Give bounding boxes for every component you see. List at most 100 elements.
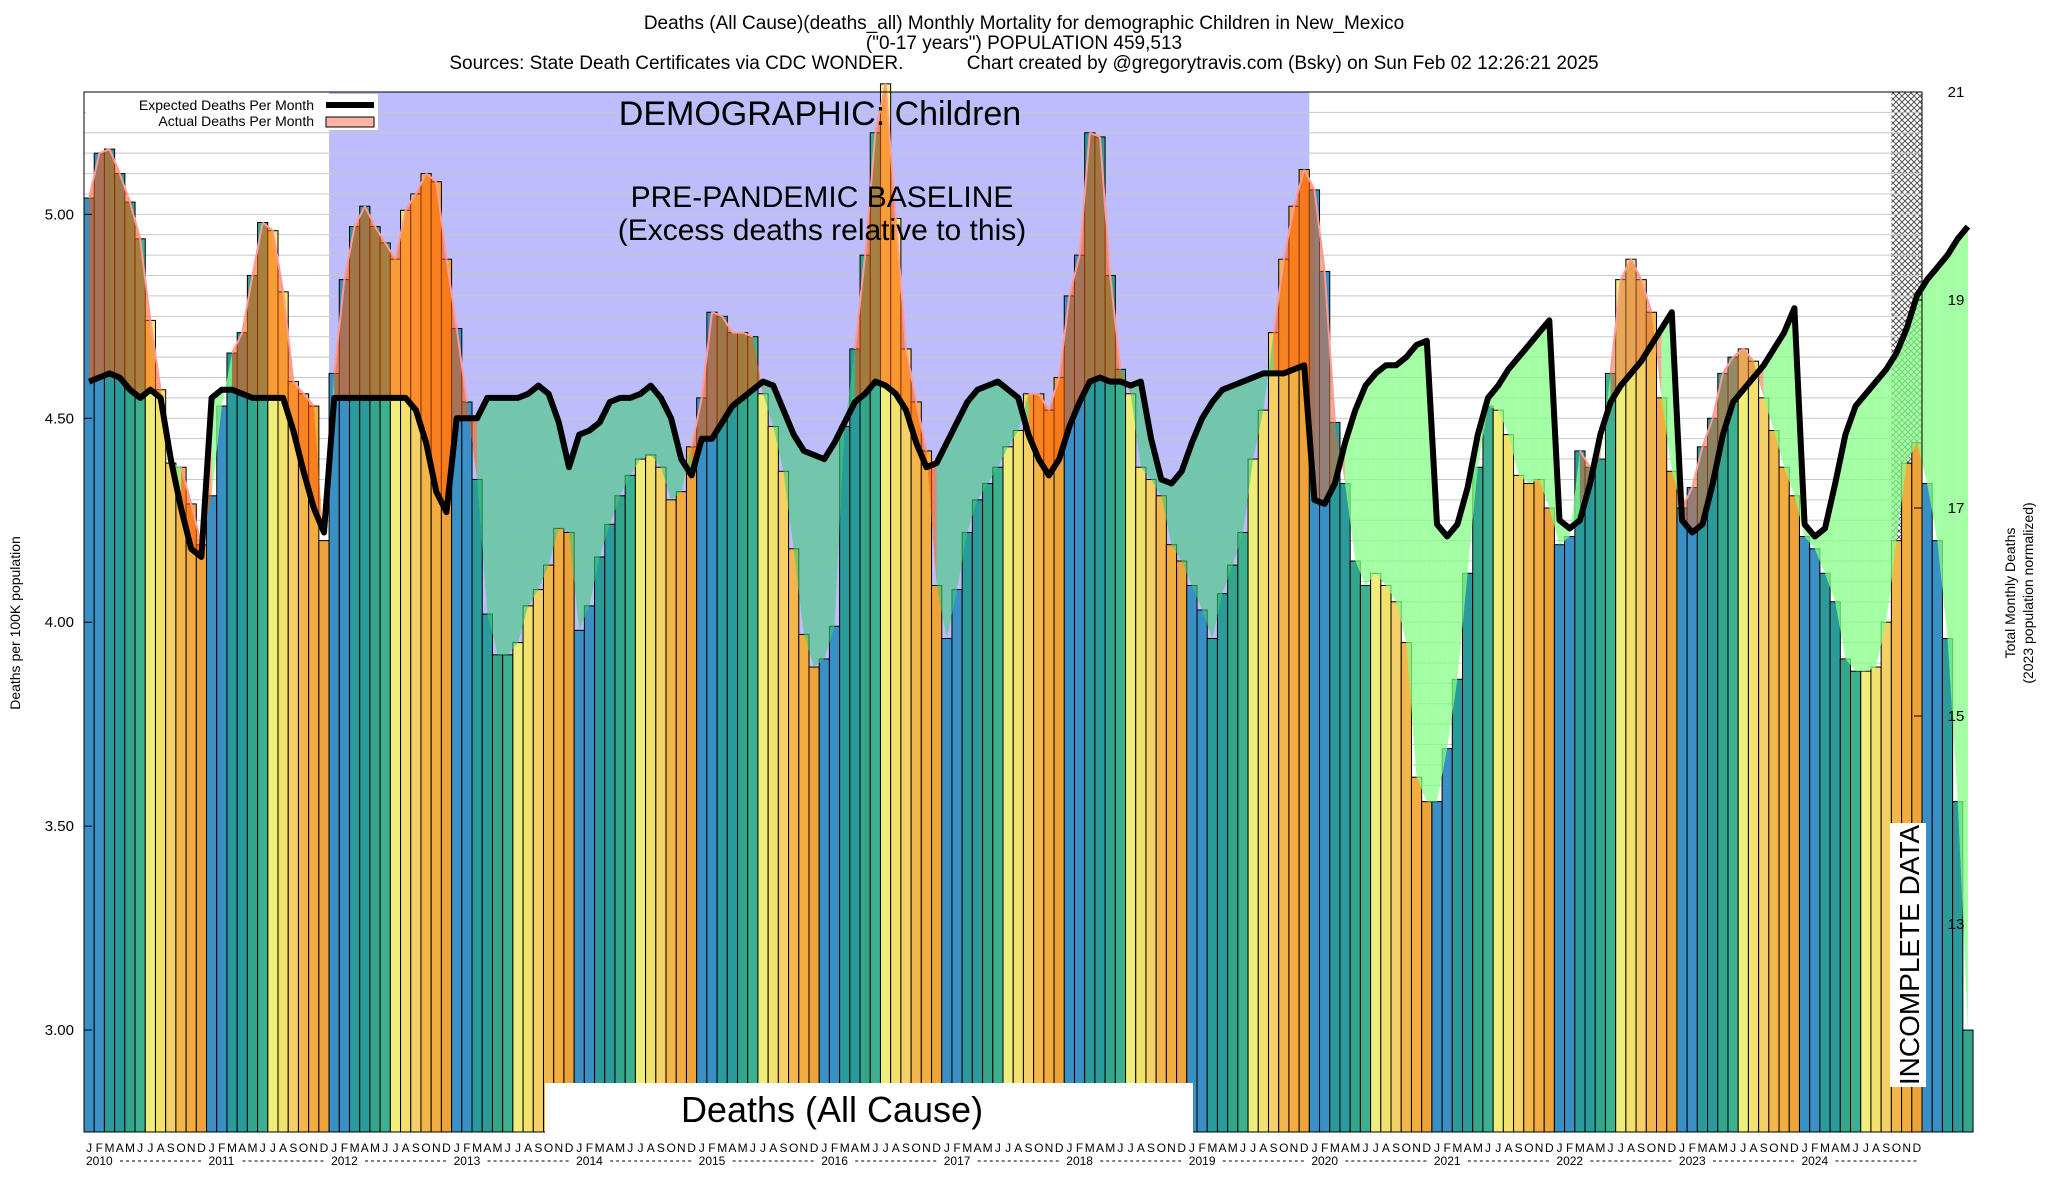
month-tick-label: D	[1422, 1141, 1431, 1155]
data-bar	[767, 425, 779, 1133]
data-bar	[1380, 584, 1392, 1133]
data-bar	[1462, 572, 1474, 1133]
data-bar	[624, 474, 636, 1133]
excess-band	[140, 238, 151, 398]
actual-line	[302, 393, 315, 407]
month-tick-label: A	[1872, 1141, 1880, 1155]
excess-band	[650, 385, 661, 468]
data-bar	[481, 613, 493, 1133]
excess-band	[99, 149, 110, 378]
data-bar	[1553, 544, 1566, 1133]
data-bar	[951, 589, 963, 1133]
month-tick-label: J	[454, 1141, 460, 1155]
actual-line	[282, 291, 295, 382]
month-tick-label: J	[1128, 1141, 1134, 1155]
data-bar	[747, 336, 759, 1133]
month-tick-label: M	[1595, 1141, 1605, 1155]
excess-band	[1232, 381, 1243, 566]
month-tick-label: F	[218, 1141, 225, 1155]
month-tick-label: A	[157, 1141, 165, 1155]
actual-line	[905, 348, 918, 403]
excess-band	[620, 397, 631, 496]
data-bar	[1676, 507, 1688, 1133]
data-bar	[1329, 421, 1341, 1133]
month-tick-label: S	[1147, 1141, 1155, 1155]
month-tick-label: J	[515, 1141, 521, 1155]
excess-band	[763, 381, 774, 427]
month-tick-label: J	[1863, 1141, 1869, 1155]
data-bar	[338, 279, 350, 1133]
data-bar	[1410, 776, 1423, 1133]
month-tick-label: F	[1444, 1141, 1451, 1155]
month-tick-label: A	[973, 1141, 981, 1155]
data-bar	[1502, 434, 1515, 1133]
year-tick-label: 2023	[1679, 1154, 1706, 1168]
month-tick-label: J	[1679, 1141, 1685, 1155]
data-bar	[1216, 593, 1229, 1133]
actual-line	[1078, 132, 1091, 256]
excess-band	[548, 393, 559, 566]
year-tick-label: 2016	[821, 1154, 848, 1168]
excess-band	[1324, 271, 1335, 504]
excess-band	[1365, 373, 1376, 586]
data-bar	[1635, 279, 1647, 1133]
excess-band	[1345, 410, 1356, 562]
excess-band	[1253, 373, 1264, 460]
excess-band	[977, 385, 988, 500]
excess-band	[640, 385, 651, 460]
month-tick-label: M	[840, 1141, 850, 1155]
excess-band	[722, 316, 733, 423]
year-tick-label: 2015	[699, 1154, 726, 1168]
excess-band	[824, 442, 835, 659]
excess-band	[1457, 487, 1468, 680]
month-tick-label: M	[370, 1141, 380, 1155]
month-tick-label: N	[1902, 1141, 1911, 1155]
month-tick-label: S	[1637, 1141, 1645, 1155]
excess-band	[1896, 328, 1907, 541]
month-tick-label: J	[821, 1141, 827, 1155]
month-tick-label: M	[350, 1141, 360, 1155]
month-tick-label: A	[238, 1141, 246, 1155]
month-tick-label: N	[1535, 1141, 1544, 1155]
month-tick-label: J	[137, 1141, 143, 1155]
year-tick-label: 2018	[1066, 1154, 1093, 1168]
actual-line	[1047, 377, 1061, 411]
month-tick-label: A	[279, 1141, 287, 1155]
actual-line	[1099, 136, 1112, 276]
excess-band	[1294, 169, 1305, 370]
excess-band	[354, 206, 365, 398]
data-bar	[726, 332, 739, 1133]
month-tick-label: N	[1167, 1141, 1176, 1155]
data-bar	[1523, 483, 1535, 1133]
actual-line	[700, 312, 713, 399]
data-bar	[512, 642, 524, 1133]
month-tick-label: F	[1689, 1141, 1696, 1155]
month-tick-label: O	[1892, 1141, 1901, 1155]
excess-band	[742, 332, 753, 398]
data-bar	[1053, 376, 1065, 1133]
month-tick-label: M	[227, 1141, 237, 1155]
actual-line	[435, 181, 448, 260]
data-bar	[614, 495, 626, 1133]
data-bar	[798, 633, 810, 1133]
excess-band	[569, 434, 580, 631]
excess-band	[732, 332, 743, 407]
data-bar	[1737, 348, 1749, 1133]
excess-band	[109, 149, 120, 378]
data-bar	[1809, 548, 1821, 1133]
data-bar	[849, 348, 861, 1133]
actual-line	[1089, 131, 1101, 138]
excess-band	[1702, 418, 1713, 525]
month-tick-label: J	[1557, 1141, 1563, 1155]
excess-band	[1181, 442, 1192, 586]
data-bar	[1656, 397, 1668, 1133]
actual-line	[915, 401, 928, 452]
baseline-label: PRE-PANDEMIC BASELINE	[631, 181, 1014, 214]
month-tick-label: S	[1760, 1141, 1768, 1155]
year-tick-label: 2012	[331, 1154, 358, 1168]
month-tick-label: O	[544, 1141, 553, 1155]
month-tick-label: D	[197, 1141, 206, 1155]
month-tick-label: J	[944, 1141, 950, 1155]
excess-band	[1436, 524, 1448, 802]
y2-tick-label: 21	[1948, 84, 1965, 101]
